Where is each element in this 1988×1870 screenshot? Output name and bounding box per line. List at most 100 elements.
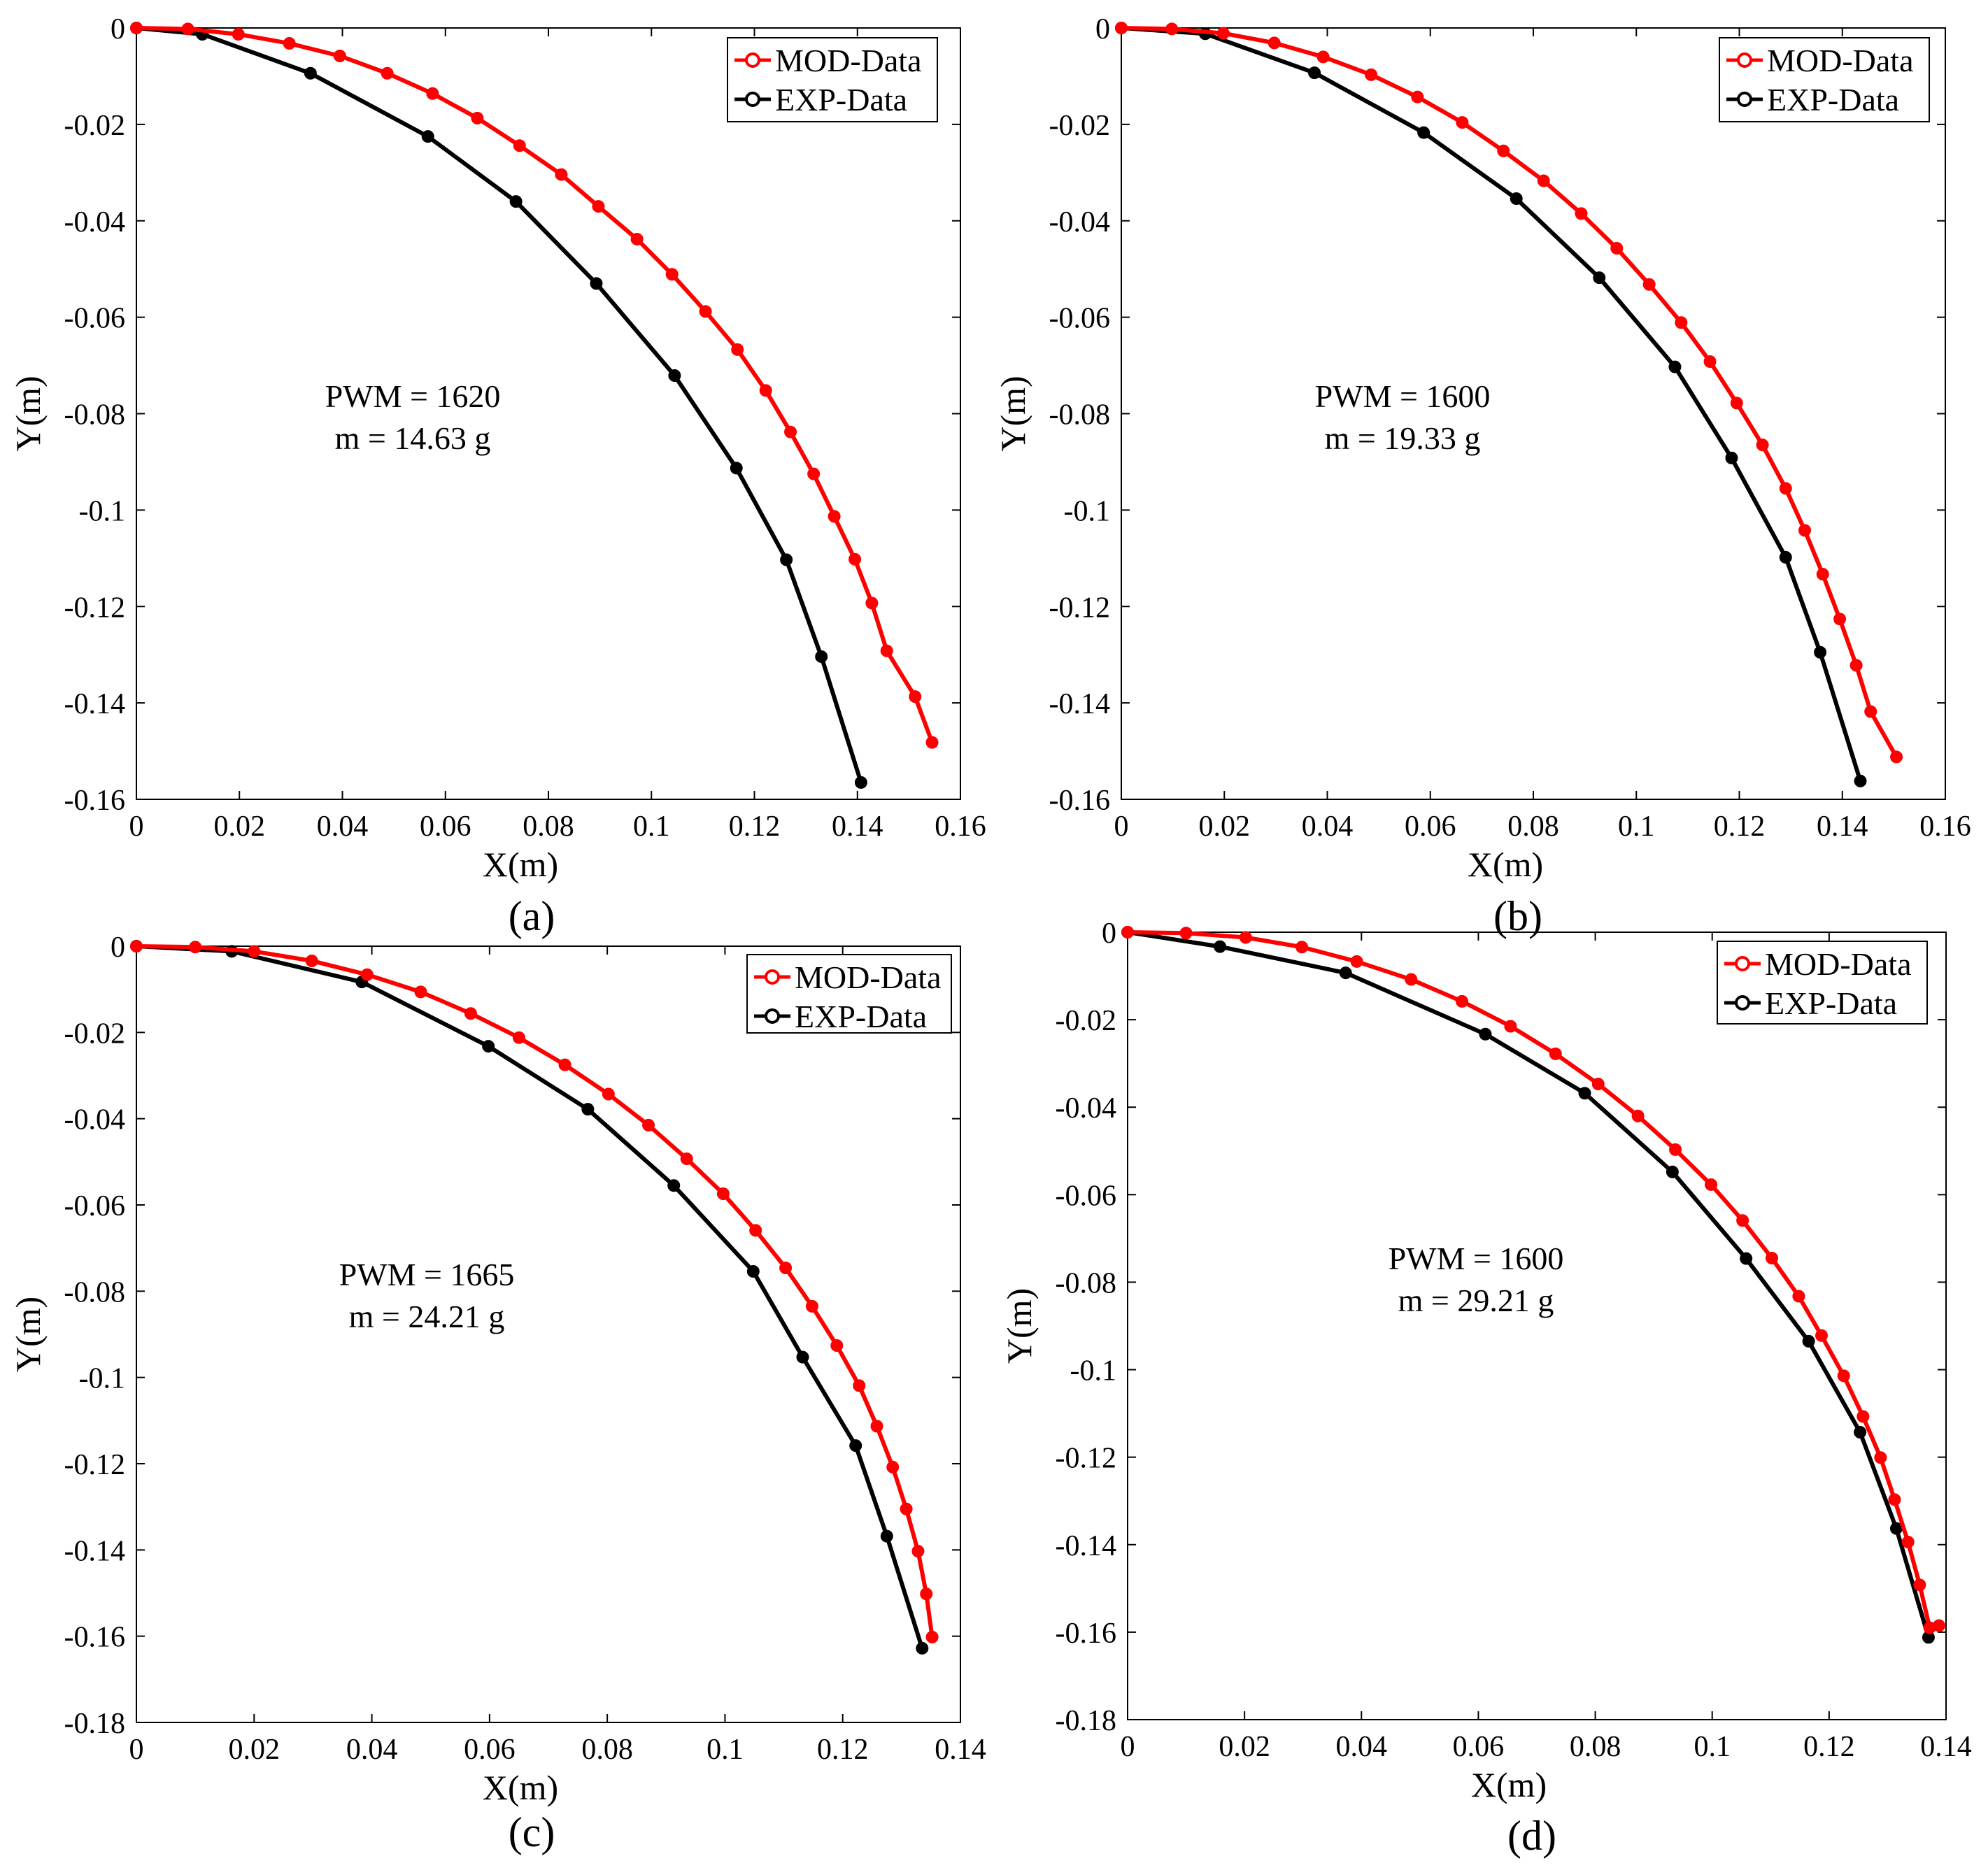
x-tick-label: 0.02 xyxy=(214,811,266,843)
y-tick-label: -0.18 xyxy=(64,1708,126,1740)
legend-marker-exp xyxy=(1737,92,1752,107)
x-axis-label: X(m) xyxy=(1468,845,1543,884)
data-point-mod xyxy=(805,1299,818,1313)
plot-frame xyxy=(136,945,961,1723)
legend-label-mod: MOD-Data xyxy=(775,43,922,78)
data-point-mod xyxy=(1913,1578,1926,1592)
y-tick-label: -0.02 xyxy=(1056,1005,1117,1037)
data-point-mod xyxy=(602,1087,615,1101)
y-tick-label: -0.06 xyxy=(64,303,126,335)
x-tick-label: 0.08 xyxy=(523,811,574,843)
data-point-mod xyxy=(1932,1619,1945,1632)
data-point-exp xyxy=(1214,940,1227,953)
legend-marker-mod xyxy=(745,52,760,68)
data-point-exp xyxy=(1510,192,1523,206)
x-tick-label: 0.16 xyxy=(935,811,986,843)
data-point-mod xyxy=(130,940,143,952)
data-point-mod xyxy=(1268,36,1281,50)
data-point-exp xyxy=(1666,1165,1679,1178)
x-tick-label: 0.06 xyxy=(1453,1731,1505,1763)
data-point-exp xyxy=(1668,360,1682,373)
data-point-mod xyxy=(130,22,143,34)
y-tick-label: -0.16 xyxy=(1049,785,1111,817)
data-point-mod xyxy=(1610,242,1624,255)
y-tick-label: -0.04 xyxy=(1049,206,1111,238)
y-tick-label: -0.08 xyxy=(1056,1267,1117,1299)
data-point-mod xyxy=(1316,50,1330,64)
data-point-mod xyxy=(1575,207,1588,220)
data-point-mod xyxy=(1901,1536,1915,1549)
data-point-exp xyxy=(1854,774,1867,787)
x-axis-label: X(m) xyxy=(483,1768,558,1807)
data-point-mod xyxy=(1736,1214,1749,1227)
data-point-exp xyxy=(1725,451,1738,464)
data-point-mod xyxy=(414,985,427,999)
data-point-mod xyxy=(305,954,318,967)
data-point-exp xyxy=(1417,126,1430,139)
x-tick-label: 0 xyxy=(129,1734,144,1766)
data-point-exp xyxy=(1889,1522,1903,1535)
y-tick-label: -0.04 xyxy=(64,206,126,238)
y-tick-label: 0 xyxy=(1102,918,1116,950)
x-tick-label: 0.1 xyxy=(1694,1731,1731,1763)
data-point-mod xyxy=(1405,973,1418,986)
data-point-mod xyxy=(1730,397,1743,410)
data-point-exp xyxy=(780,553,793,566)
data-point-mod xyxy=(1549,1047,1562,1060)
data-point-mod xyxy=(283,37,296,50)
data-point-exp xyxy=(796,1350,809,1364)
data-point-mod xyxy=(911,1545,925,1558)
series-line-mod xyxy=(136,944,935,1638)
data-point-mod xyxy=(925,736,939,749)
annotation-line: m = 29.21 g xyxy=(1398,1283,1554,1318)
data-point-mod xyxy=(699,305,712,318)
panel-label: (d) xyxy=(1507,1813,1556,1859)
data-point-mod xyxy=(1792,1290,1805,1303)
data-point-mod xyxy=(830,1339,844,1352)
annotation-line: m = 19.33 g xyxy=(1325,420,1481,456)
data-point-mod xyxy=(759,384,772,397)
annotation-line: m = 24.21 g xyxy=(349,1299,505,1334)
data-point-mod xyxy=(1591,1078,1605,1091)
y-axis-label: Y(m) xyxy=(993,376,1032,451)
data-point-mod xyxy=(665,268,679,281)
legend: MOD-Data EXP-Data xyxy=(727,37,938,122)
series-line-mod xyxy=(136,26,935,743)
y-tick-label: 0 xyxy=(111,932,125,964)
data-point-mod xyxy=(1669,1143,1682,1156)
data-point-exp xyxy=(304,66,317,80)
data-point-mod xyxy=(464,1007,477,1020)
data-point-mod xyxy=(680,1152,693,1166)
legend-label-mod: MOD-Data xyxy=(795,959,942,995)
data-point-mod xyxy=(1179,927,1193,940)
data-point-mod xyxy=(731,343,744,356)
data-point-mod xyxy=(1350,955,1363,968)
data-point-mod xyxy=(471,111,484,124)
y-tick-label: -0.02 xyxy=(64,110,126,142)
data-point-mod xyxy=(1833,613,1847,626)
data-point-mod xyxy=(1705,1178,1718,1191)
x-tick-label: 0.06 xyxy=(464,1734,516,1766)
data-point-mod xyxy=(558,1058,571,1071)
x-tick-label: 0.12 xyxy=(1714,811,1766,843)
legend-label-exp: EXP-Data xyxy=(1765,985,1897,1021)
y-tick-label: -0.12 xyxy=(64,592,126,624)
legend-marker-exp xyxy=(1735,995,1750,1011)
data-point-exp xyxy=(1854,1426,1867,1439)
data-point-exp xyxy=(590,277,603,290)
data-point-mod xyxy=(1765,1252,1778,1265)
x-tick-label: 0 xyxy=(1114,811,1129,843)
y-tick-label: -0.14 xyxy=(64,688,126,720)
legend-label-exp: EXP-Data xyxy=(1767,82,1899,117)
annotation-line: PWM = 1600 xyxy=(1315,378,1491,414)
legend-marker-mod xyxy=(765,969,780,985)
x-tick-label: 0.1 xyxy=(633,811,670,843)
data-point-mod xyxy=(1216,27,1230,40)
legend-marker-mod xyxy=(1737,52,1752,68)
y-tick-label: -0.14 xyxy=(64,1535,126,1567)
data-point-mod xyxy=(1504,1020,1517,1033)
y-tick-label: -0.02 xyxy=(64,1018,126,1050)
data-point-mod xyxy=(925,1630,939,1643)
y-tick-label: -0.16 xyxy=(1056,1618,1117,1650)
